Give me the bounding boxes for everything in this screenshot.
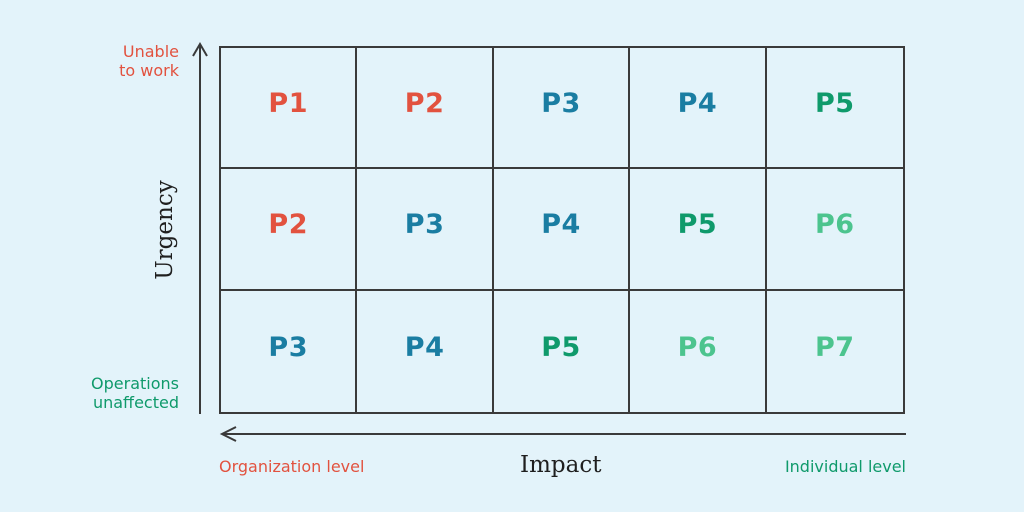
priority-label: P2 [268,209,308,241]
y-axis-title: Urgency [152,180,178,280]
y-axis-bottom-label: Operations unaffected [91,374,179,412]
matrix-cell: P4 [493,169,631,291]
priority-label: P4 [677,88,718,120]
matrix-cell: P3 [221,290,358,412]
x-axis-title: Impact [520,452,602,478]
x-axis-left-label: Organization level [219,457,365,476]
priority-label: P5 [541,331,581,363]
priority-label: P7 [815,331,855,363]
priority-label: P3 [404,209,445,241]
priority-label: P6 [815,209,855,241]
priority-label: P4 [404,331,445,363]
priority-label: P3 [541,88,581,120]
priority-label: P5 [815,88,855,120]
matrix-cell: P3 [493,48,631,170]
priority-matrix: P1 P2 P3 P4 P5 P2 P3 P4 P5 P6 P3 P4 P5 P6 P7 [219,46,905,414]
matrix-cell: P3 [357,169,494,291]
matrix-cell: P2 [357,48,494,170]
matrix-cell: P4 [357,290,494,412]
x-axis-right-label: Individual level [784,457,906,476]
matrix-cell: P5 [494,290,631,412]
priority-label: P1 [268,88,308,120]
matrix-cell: P5 [630,169,767,291]
matrix-cell: P4 [630,48,767,170]
priority-label: P5 [677,209,718,241]
y-axis-arrow [192,42,208,414]
matrix-cell: P7 [767,291,903,412]
x-axis-arrow [219,426,906,442]
y-axis-top-label: Unable to work [119,42,179,80]
matrix-cell: P6 [766,169,903,291]
priority-label: P3 [268,331,308,363]
matrix-cell: P5 [766,48,903,170]
matrix-cell: P6 [630,290,767,412]
matrix-cell: P1 [221,48,358,170]
matrix-cell: P2 [221,169,358,291]
priority-label: P4 [541,209,581,241]
priority-label: P6 [677,331,718,363]
priority-label: P2 [404,88,445,120]
